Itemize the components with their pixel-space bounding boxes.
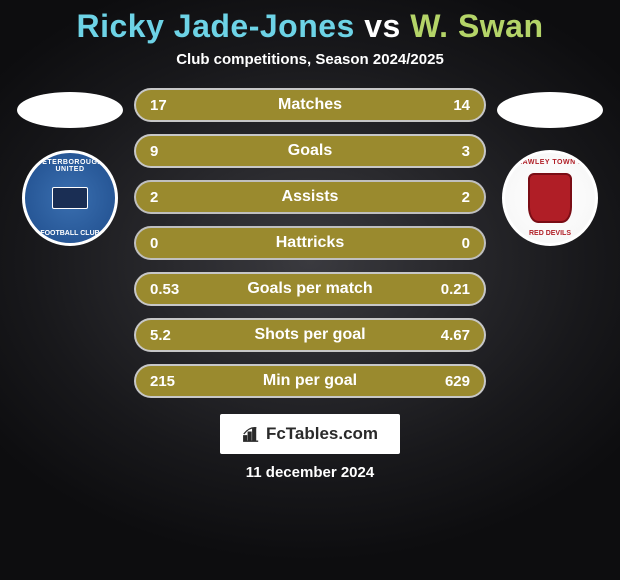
stat-label: Shots per goal: [196, 326, 424, 344]
player2-name: W. Swan: [410, 8, 543, 44]
vs-text: vs: [364, 8, 401, 44]
stat-right-value: 4.67: [424, 327, 470, 344]
footer: FcTables.com 11 december 2024: [0, 414, 620, 481]
stat-bar: 215Min per goal629: [134, 364, 486, 398]
main-row: PETERBOROUGH UNITED FOOTBALL CLUB 17Matc…: [0, 88, 620, 398]
brand-box[interactable]: FcTables.com: [220, 414, 400, 454]
stat-right-value: 2: [424, 189, 470, 206]
stat-left-value: 0: [150, 235, 196, 252]
stat-label: Assists: [196, 188, 424, 206]
crest2-shield: [528, 173, 572, 223]
content: Ricky Jade-Jones vs W. Swan Club competi…: [0, 0, 620, 580]
stat-label: Min per goal: [196, 372, 424, 390]
left-side: PETERBOROUGH UNITED FOOTBALL CLUB: [10, 88, 130, 246]
stat-bar: 17Matches14: [134, 88, 486, 122]
stat-left-value: 5.2: [150, 327, 196, 344]
stat-left-value: 215: [150, 373, 196, 390]
stat-bar: 0Hattricks0: [134, 226, 486, 260]
stat-bar: 0.53Goals per match0.21: [134, 272, 486, 306]
date-text: 11 december 2024: [246, 464, 374, 481]
stat-left-value: 9: [150, 143, 196, 160]
stat-left-value: 0.53: [150, 281, 196, 298]
stat-left-value: 17: [150, 97, 196, 114]
stat-right-value: 14: [424, 97, 470, 114]
stat-right-value: 3: [424, 143, 470, 160]
crest1-top-text: PETERBOROUGH UNITED: [25, 159, 115, 173]
stat-bar: 5.2Shots per goal4.67: [134, 318, 486, 352]
crest2-top-text: CRAWLEY TOWN FC: [505, 159, 595, 166]
stat-left-value: 2: [150, 189, 196, 206]
brand-text: FcTables.com: [266, 424, 378, 444]
player1-club-crest: PETERBOROUGH UNITED FOOTBALL CLUB: [22, 150, 118, 246]
stat-bars: 17Matches14 9Goals3 2Assists2 0Hattricks0 0.…: [130, 88, 490, 398]
player2-photo-placeholder: [497, 92, 603, 128]
stat-label: Hattricks: [196, 234, 424, 252]
stat-bar: 2Assists2: [134, 180, 486, 214]
stat-right-value: 0.21: [424, 281, 470, 298]
crest1-bottom-text: FOOTBALL CLUB: [25, 230, 115, 237]
player2-club-crest: CRAWLEY TOWN FC RED DEVILS: [502, 150, 598, 246]
stat-right-value: 0: [424, 235, 470, 252]
comparison-title: Ricky Jade-Jones vs W. Swan: [0, 8, 620, 45]
right-side: CRAWLEY TOWN FC RED DEVILS: [490, 88, 610, 246]
subtitle: Club competitions, Season 2024/2025: [0, 51, 620, 68]
player1-name: Ricky Jade-Jones: [76, 8, 354, 44]
stat-label: Goals per match: [196, 280, 424, 298]
stat-label: Goals: [196, 142, 424, 160]
crest1-emblem: [52, 187, 88, 209]
chart-icon: [242, 425, 260, 443]
stat-bar: 9Goals3: [134, 134, 486, 168]
player1-photo-placeholder: [17, 92, 123, 128]
crest2-bottom-text: RED DEVILS: [505, 230, 595, 237]
stat-right-value: 629: [424, 373, 470, 390]
stat-label: Matches: [196, 96, 424, 114]
